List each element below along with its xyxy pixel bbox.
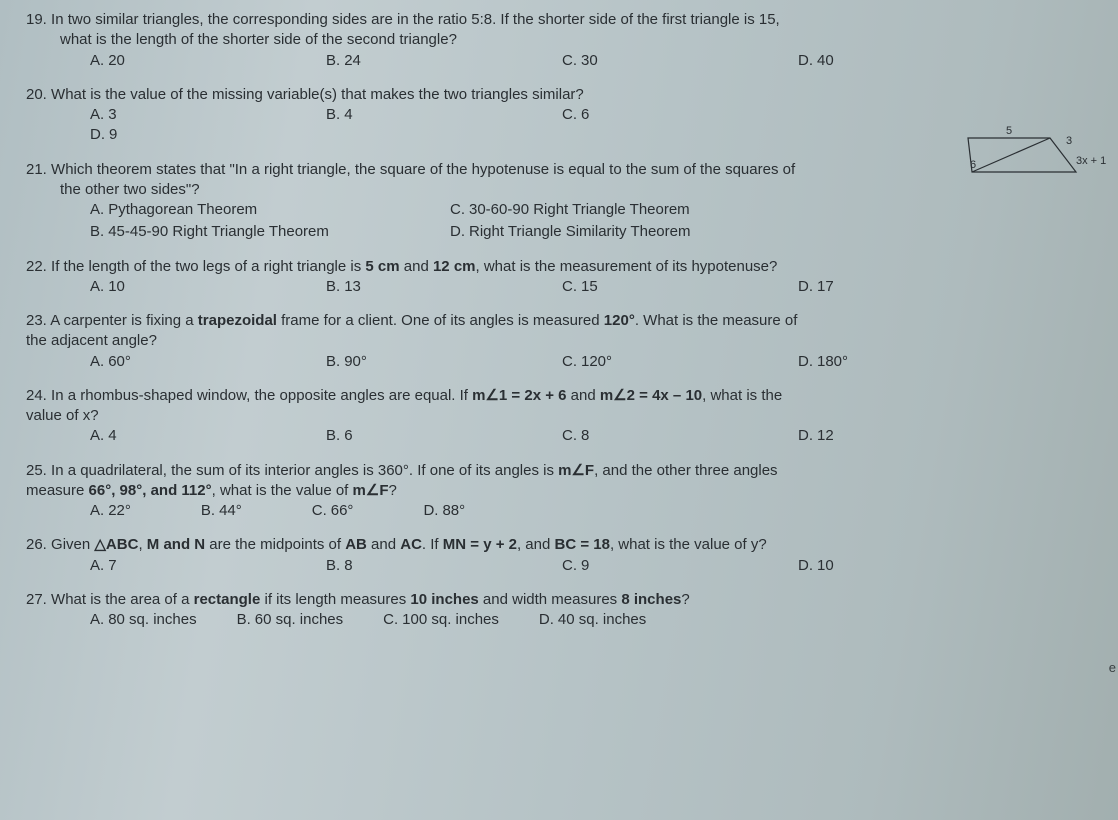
q23-options: A.60° B.90° C.120° D.180° <box>90 352 1100 372</box>
q-number: 19. <box>26 11 47 28</box>
q24-opt-c: C.8 <box>562 426 772 446</box>
q26-opt-b: B.8 <box>326 556 536 576</box>
q20-opt-d: D.9 <box>90 125 300 145</box>
q-number: 22. <box>26 258 47 275</box>
q25-options: A.22° B.44° C.66° D.88° <box>90 501 1100 521</box>
q27-options: A.80 sq. inches B.60 sq. inches C.100 sq… <box>90 610 1100 630</box>
q22-options: A.10 B.13 C.15 D.17 <box>90 277 1100 297</box>
q21-opt-b: B.45-45-90 Right Triangle Theorem <box>90 222 450 242</box>
q-number: 23. <box>26 312 47 329</box>
q-stem: Given △ABC, M and N are the midpoints of… <box>51 536 767 553</box>
question-26: 26. Given △ABC, M and N are the midpoint… <box>26 535 1100 576</box>
q22-opt-a: A.10 <box>90 277 300 297</box>
q25-opt-d: D.88° <box>423 501 465 521</box>
q24-opt-a: A.4 <box>90 426 300 446</box>
diagram-label-5: 5 <box>1006 125 1012 137</box>
q19-opt-c: C.30 <box>562 51 772 71</box>
q21-options: A.Pythagorean Theorem C.30-60-90 Right T… <box>90 200 1100 243</box>
question-21: 21. Which theorem states that "In a righ… <box>26 160 1100 243</box>
q23-opt-b: B.90° <box>326 352 536 372</box>
q27-opt-d: D.40 sq. inches <box>539 610 646 630</box>
q25-opt-a: A.22° <box>90 501 131 521</box>
q-stem-line2: what is the length of the shorter side o… <box>60 30 1100 50</box>
q-stem: What is the area of a rectangle if its l… <box>51 591 690 608</box>
q-stem: If the length of the two legs of a right… <box>51 258 777 275</box>
q24-options: A.4 B.6 C.8 D.12 <box>90 426 1100 446</box>
q27-opt-c: C.100 sq. inches <box>383 610 499 630</box>
q-stem-line2: the adjacent angle? <box>26 331 1100 351</box>
q22-opt-c: C.15 <box>562 277 772 297</box>
q-number: 25. <box>26 462 47 479</box>
q27-opt-b: B.60 sq. inches <box>237 610 344 630</box>
q23-opt-a: A.60° <box>90 352 300 372</box>
q-stem-line2: value of x? <box>26 406 1100 426</box>
q20-opt-b: B.4 <box>326 105 536 125</box>
q-stem-line1: Which theorem states that "In a right tr… <box>51 161 795 178</box>
question-27: 27. What is the area of a rectangle if i… <box>26 590 1100 631</box>
question-25: 25. In a quadrilateral, the sum of its i… <box>26 461 1100 522</box>
q-number: 24. <box>26 387 47 404</box>
diagram-label-3: 3 <box>1066 135 1072 147</box>
q25-opt-b: B.44° <box>201 501 242 521</box>
q21-opt-d: D.Right Triangle Similarity Theorem <box>450 222 850 242</box>
q26-opt-a: A.7 <box>90 556 300 576</box>
q26-opt-d: D.10 <box>798 556 1008 576</box>
q-number: 27. <box>26 591 47 608</box>
q-stem-line1: What is the value of the missing variabl… <box>51 86 584 103</box>
q-stem-line1: In two similar triangles, the correspond… <box>51 11 780 28</box>
q20-opt-a: A.3 <box>90 105 300 125</box>
question-24: 24. In a rhombus-shaped window, the oppo… <box>26 386 1100 447</box>
q-stem: In a quadrilateral, the sum of its inter… <box>51 462 778 479</box>
question-23: 23. A carpenter is fixing a trapezoidal … <box>26 311 1100 372</box>
diagram-label-3x1: 3x + 1 <box>1076 155 1106 167</box>
q26-opt-c: C.9 <box>562 556 772 576</box>
q-number: 21. <box>26 161 47 178</box>
q19-opt-b: B.24 <box>326 51 536 71</box>
q19-opt-d: D.40 <box>798 51 1008 71</box>
similar-triangles-diagram: 5 3 6 3x + 1 <box>958 120 1108 190</box>
q24-opt-b: B.6 <box>326 426 536 446</box>
q19-options: A.20 B.24 C.30 D.40 <box>90 51 1100 71</box>
q-number: 20. <box>26 86 47 103</box>
q24-opt-d: D.12 <box>798 426 1008 446</box>
q-stem: In a rhombus-shaped window, the opposite… <box>51 387 782 404</box>
q-stem-line2: the other two sides"? <box>60 180 1100 200</box>
q21-opt-c: C.30-60-90 Right Triangle Theorem <box>450 200 850 220</box>
q-stem: A carpenter is fixing a trapezoidal fram… <box>50 312 797 329</box>
q19-opt-a: A.20 <box>90 51 300 71</box>
q23-opt-d: D.180° <box>798 352 1008 372</box>
q27-opt-a: A.80 sq. inches <box>90 610 197 630</box>
q26-options: A.7 B.8 C.9 D.10 <box>90 556 1100 576</box>
q-stem-line2: measure 66°, 98°, and 112°, what is the … <box>26 481 1100 501</box>
diagram-label-6: 6 <box>970 159 976 171</box>
q20-options: A.3 B.4 C.6 D.9 <box>90 105 940 146</box>
question-19: 19. In two similar triangles, the corres… <box>26 10 1100 71</box>
q22-opt-d: D.17 <box>798 277 1008 297</box>
question-22: 22. If the length of the two legs of a r… <box>26 257 1100 298</box>
worksheet-page: 19. In two similar triangles, the corres… <box>0 0 1118 820</box>
stray-letter: e <box>1109 660 1116 675</box>
q20-opt-c: C.6 <box>562 105 772 125</box>
question-20: 20. What is the value of the missing var… <box>26 85 1100 146</box>
q21-opt-a: A.Pythagorean Theorem <box>90 200 450 220</box>
q22-opt-b: B.13 <box>326 277 536 297</box>
q-number: 26. <box>26 536 47 553</box>
q23-opt-c: C.120° <box>562 352 772 372</box>
q25-opt-c: C.66° <box>312 501 354 521</box>
